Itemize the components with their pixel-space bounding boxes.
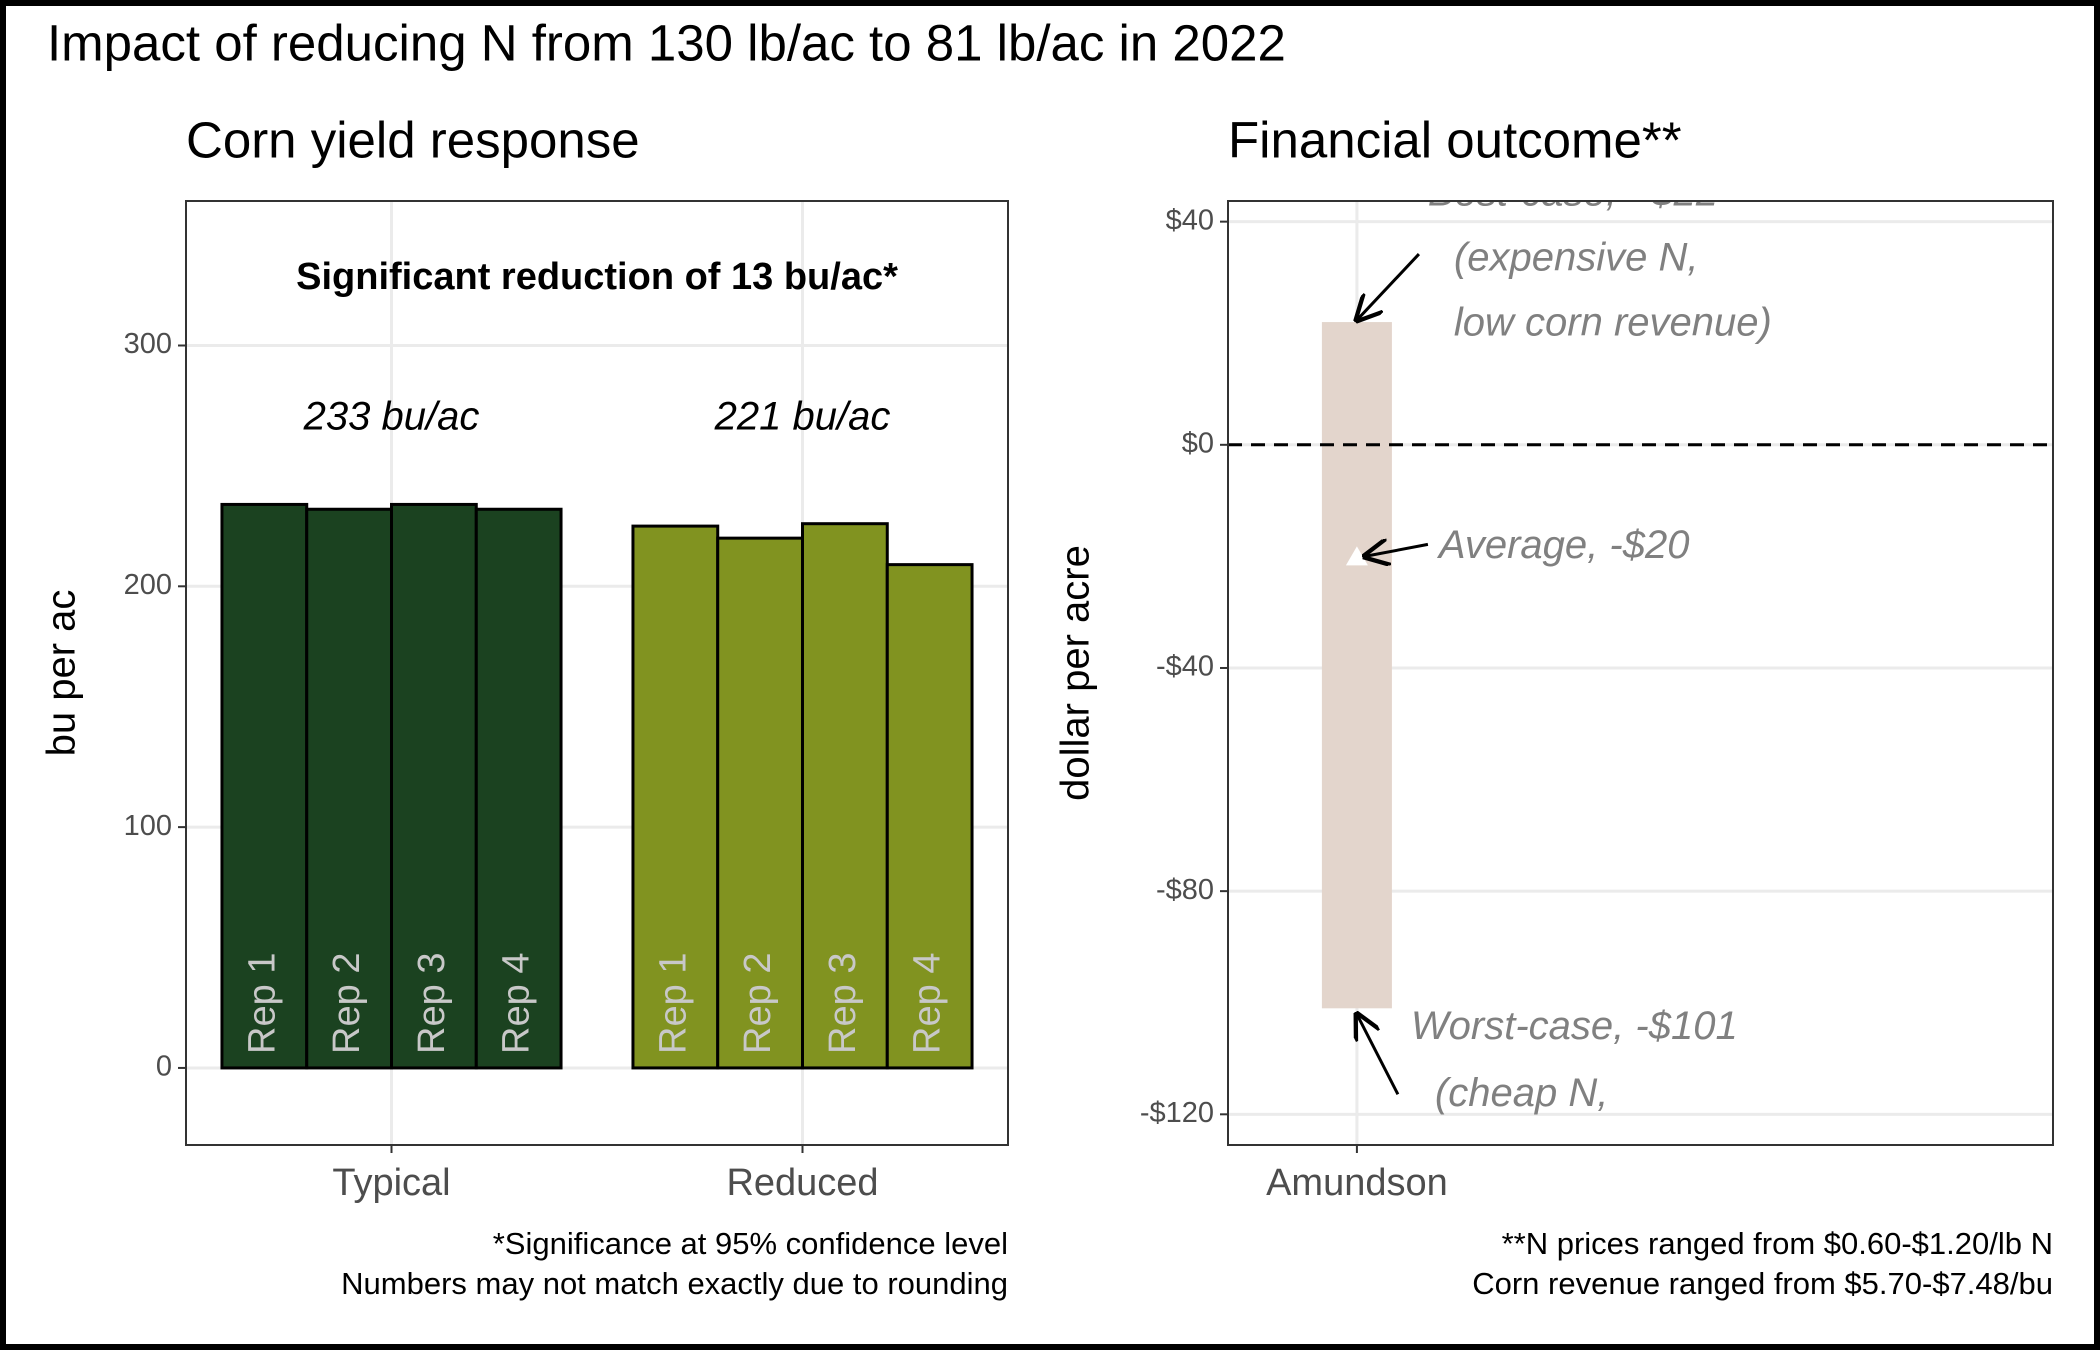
- bar: [801, 522, 889, 1070]
- arrow: [1357, 1014, 1400, 1095]
- y-tick-label: 300: [124, 328, 172, 360]
- y-tick-label: 100: [124, 810, 172, 842]
- y-tick-label: $0: [1182, 427, 1214, 459]
- annotation: Best-case, +$22: [1428, 171, 1718, 215]
- arrow: [1365, 544, 1429, 556]
- annotation: (expensive N,: [1454, 236, 1699, 280]
- x-tick-label: Reduced: [726, 1162, 878, 1204]
- panel-title: Corn yield response: [186, 111, 640, 168]
- footnote: Numbers may not match exactly due to rou…: [341, 1266, 1008, 1301]
- y-tick-label: -$120: [1140, 1097, 1214, 1129]
- bar: [631, 524, 720, 1070]
- figure-title: Impact of reducing N from 130 lb/ac to 8…: [47, 14, 1286, 71]
- bar-label: Rep 3: [822, 953, 864, 1054]
- bar-label: Rep 3: [411, 953, 453, 1054]
- bar-label: Rep 1: [241, 953, 283, 1054]
- annotation: low corn revenue): [1454, 301, 1772, 345]
- bar: [885, 563, 974, 1070]
- y-axis-title: bu per ac: [40, 590, 84, 757]
- footnote: *Significance at 95% confidence level: [493, 1226, 1008, 1261]
- annotation: (cheap N,: [1435, 1071, 1608, 1115]
- annotation: Significant reduction of 13 bu/ac*: [296, 256, 898, 298]
- x-tick-label: Typical: [332, 1162, 450, 1204]
- bar-label: Rep 1: [652, 953, 694, 1054]
- bar: [390, 502, 478, 1070]
- panel-border: [185, 200, 1009, 1146]
- annotation: high corn revenue): [1435, 1138, 1769, 1182]
- annotation: Average, -$20: [1437, 523, 1690, 567]
- footnote: Corn revenue ranged from $5.70-$7.48/bu: [1472, 1266, 2053, 1301]
- x-tick-label: Amundson: [1266, 1162, 1448, 1204]
- bar: [716, 536, 805, 1070]
- y-tick-label: -$80: [1156, 874, 1214, 906]
- bar: [220, 502, 309, 1070]
- y-tick-label: 0: [156, 1051, 172, 1083]
- panel-title: Financial outcome**: [1228, 111, 1682, 168]
- arrow: [1357, 253, 1420, 320]
- bar: [474, 507, 563, 1070]
- plot-area: Best-case, +$22 (expensive N, low corn rev…: [1228, 171, 2053, 1182]
- bar-label: Rep 4: [496, 953, 538, 1054]
- group-label: 221 bu/ac: [714, 395, 891, 439]
- bar-label: Rep 4: [907, 953, 949, 1054]
- panel-border: [1227, 200, 2054, 1146]
- group-label: 233 bu/ac: [303, 395, 480, 439]
- bar: [305, 507, 394, 1070]
- range-bar: [1321, 322, 1392, 1009]
- y-tick-label: $40: [1166, 204, 1214, 236]
- y-tick-label: 200: [124, 569, 172, 601]
- bar-label: Rep 2: [737, 953, 779, 1054]
- y-axis-title: dollar per acre: [1054, 545, 1098, 801]
- bar-label: Rep 2: [326, 953, 368, 1054]
- annotation: Worst-case, -$101: [1411, 1004, 1738, 1048]
- footnote: **N prices ranged from $0.60-$1.20/lb N: [1502, 1226, 2053, 1261]
- y-tick-label: -$40: [1156, 651, 1214, 683]
